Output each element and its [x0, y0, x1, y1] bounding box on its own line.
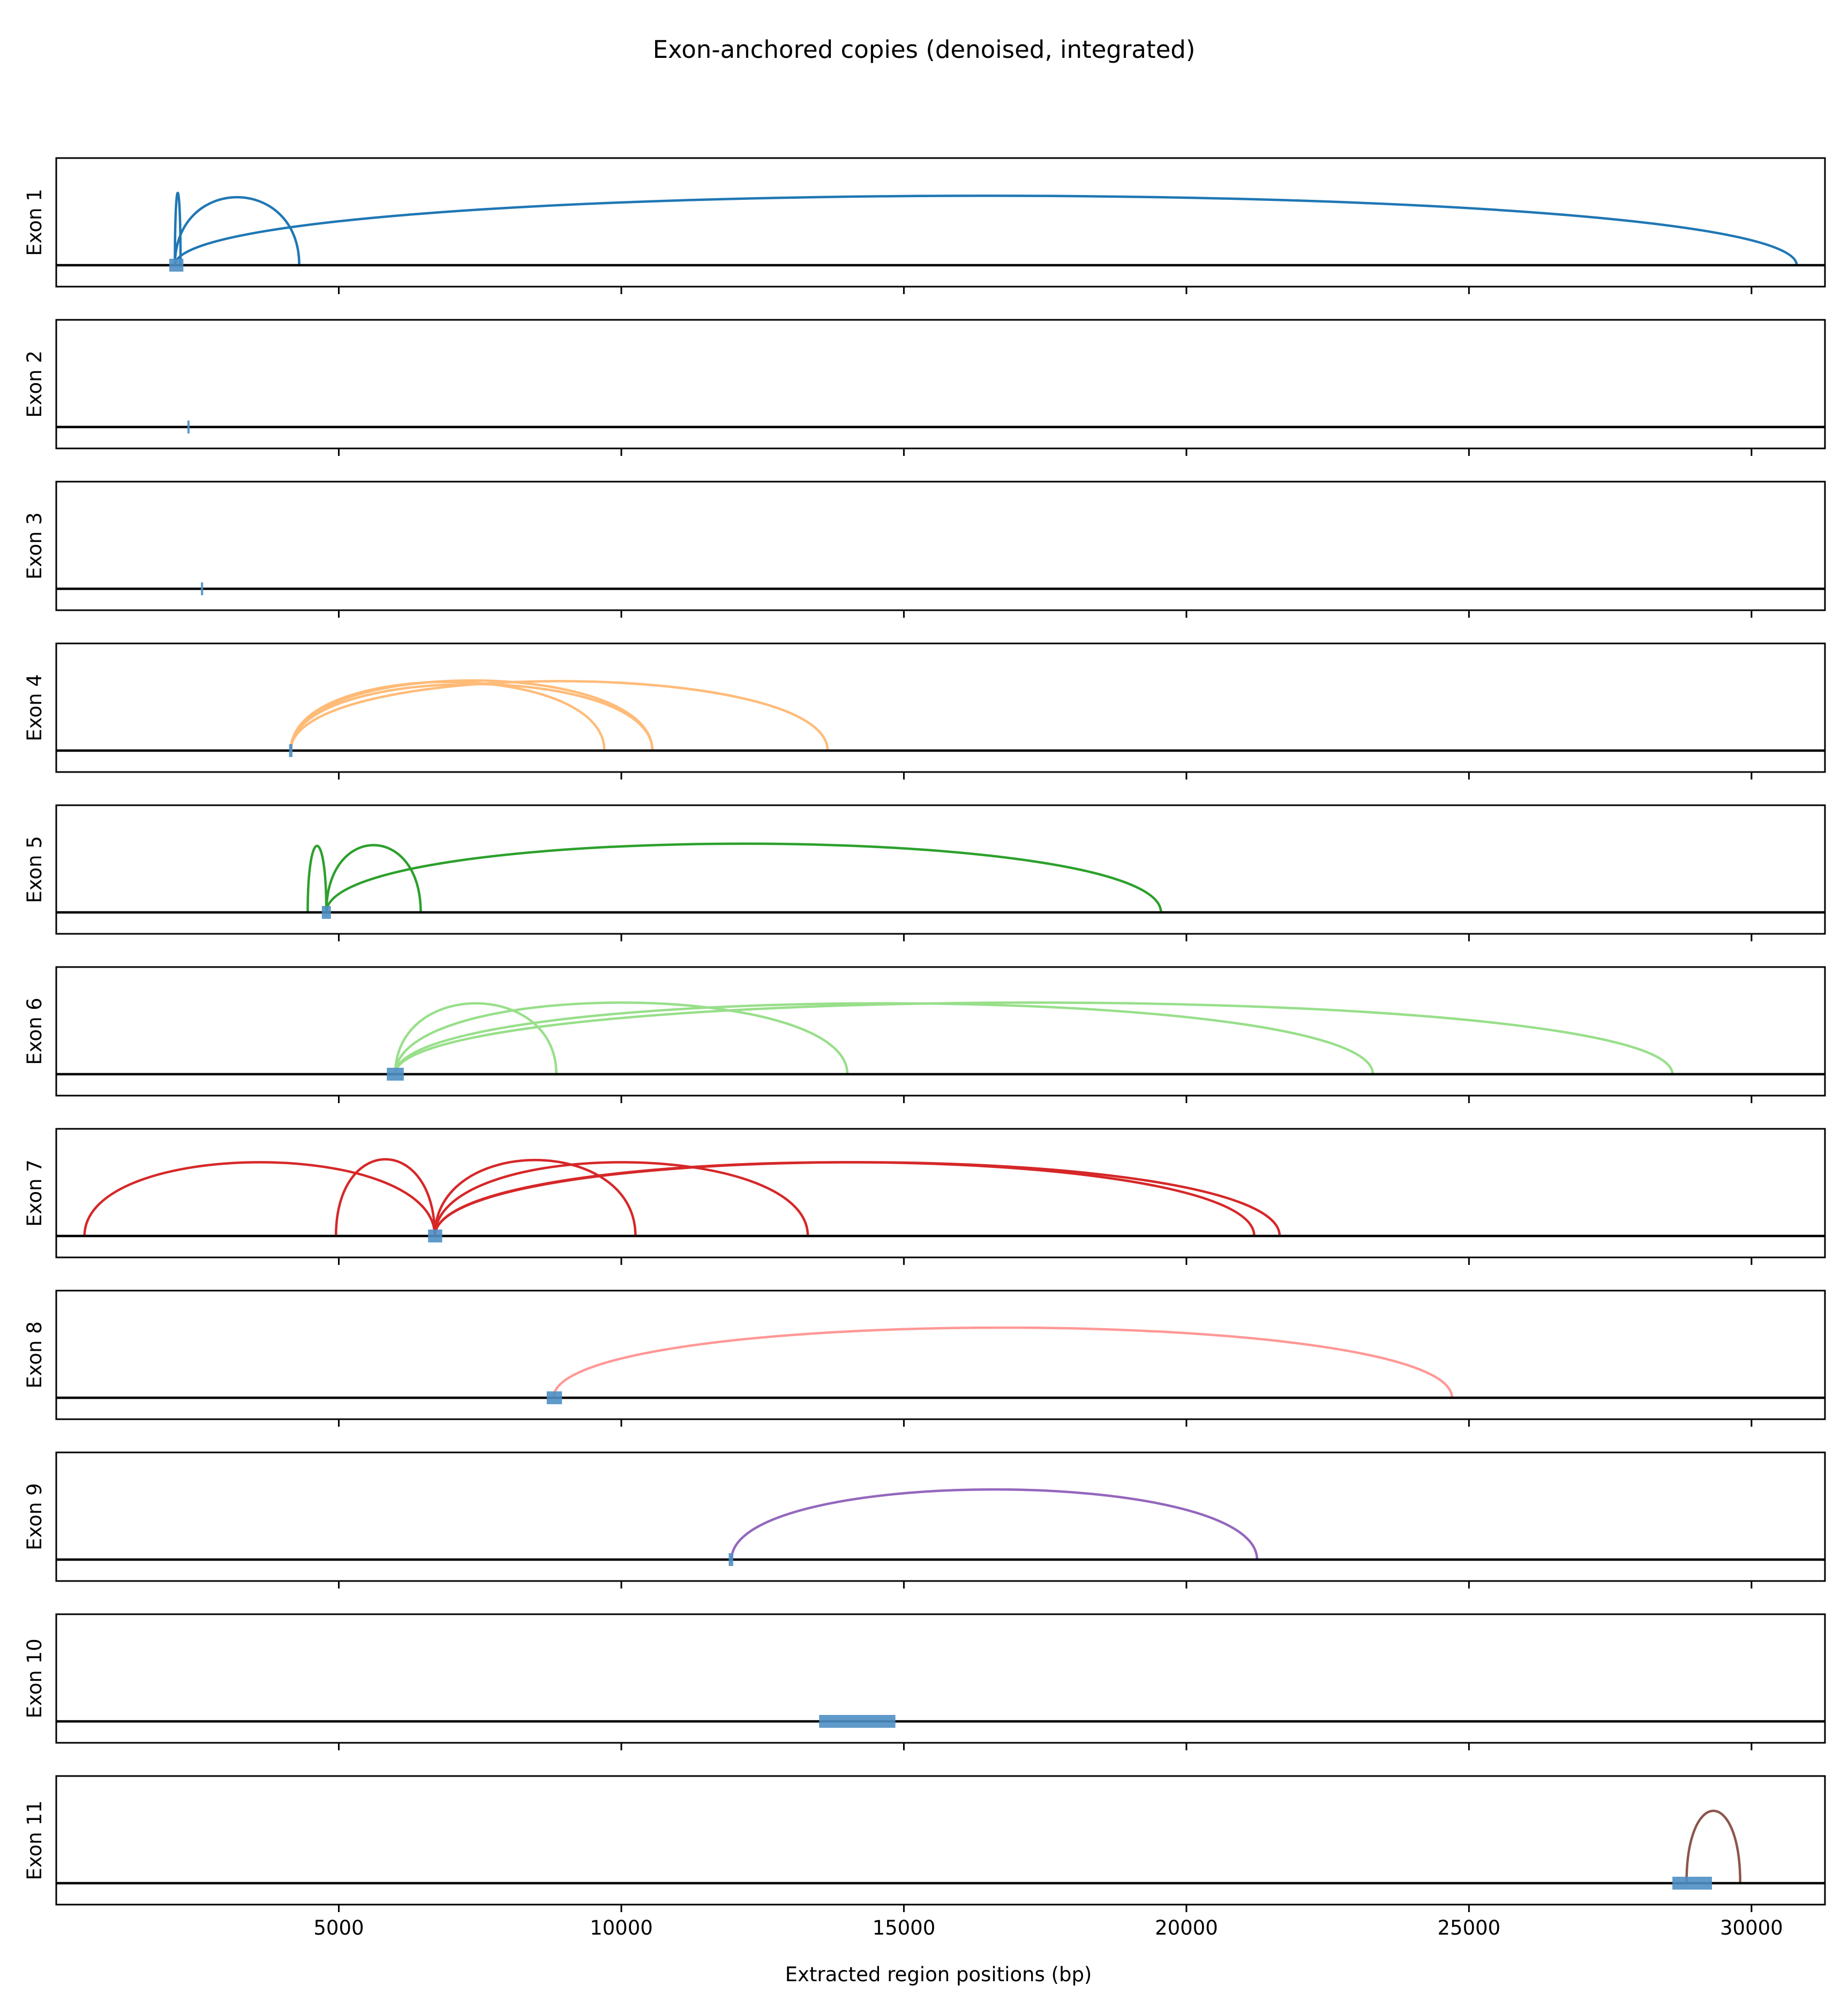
copy-arc-6-1	[394, 1002, 558, 1075]
exon-box-10	[819, 1715, 896, 1728]
copy-arc-5-3	[325, 842, 1162, 913]
copy-arc-6-4	[394, 1001, 1674, 1075]
exon-box-1	[169, 259, 184, 272]
copy-arc-7-5	[433, 1161, 1256, 1237]
copy-arc-6-3	[394, 1002, 1374, 1075]
panel-frame-4	[55, 642, 1826, 773]
panel-2: Exon 2	[23, 319, 1826, 456]
chart-title: Exon-anchored copies (denoised, integrat…	[653, 35, 1196, 64]
copy-arc-1-1	[174, 191, 182, 266]
panel-1: Exon 1	[23, 157, 1826, 294]
panels-group: Exon 1 Exon 2 Exon 3 Exon 4 Exon 5 Exon 6 Exon…	[23, 157, 1826, 1939]
y-label-exon-3: Exon 3	[23, 512, 46, 580]
copy-arc-11-1	[1685, 1809, 1742, 1884]
exon-box-8	[546, 1391, 562, 1404]
y-label-exon-1: Exon 1	[23, 189, 46, 256]
panel-frame-6	[55, 966, 1826, 1097]
y-label-exon-9: Exon 9	[23, 1483, 46, 1550]
panel-frame-10	[55, 1613, 1826, 1744]
copy-arc-4-4	[289, 683, 654, 751]
y-label-exon-4: Exon 4	[23, 674, 46, 741]
panel-frame-11	[55, 1775, 1826, 1906]
copy-arc-7-2	[334, 1158, 437, 1237]
panel-3: Exon 3	[23, 481, 1826, 618]
exon-box-3	[201, 582, 204, 595]
copy-arc-4-3	[289, 680, 829, 751]
panel-frame-1	[55, 157, 1826, 288]
copy-arc-1-2	[174, 196, 301, 266]
x-tick-label-1: 5000	[313, 1916, 364, 1939]
panel-11: Exon 11	[23, 1775, 1826, 1912]
x-tick-label-6: 30000	[1720, 1916, 1783, 1939]
y-label-exon-5: Exon 5	[23, 836, 46, 903]
x-tick-label-4: 20000	[1155, 1916, 1218, 1939]
copy-arc-7-3	[433, 1159, 637, 1237]
copy-arc-1-3	[174, 194, 1798, 266]
exon-box-6	[387, 1068, 404, 1081]
panel-4: Exon 4	[23, 642, 1826, 780]
copy-arc-7-4	[433, 1161, 809, 1237]
y-label-exon-8: Exon 8	[23, 1321, 46, 1389]
panel-frame-7	[55, 1128, 1826, 1258]
exon-box-4	[289, 744, 292, 757]
y-label-exon-6: Exon 6	[23, 998, 46, 1065]
panel-10: Exon 10	[23, 1613, 1826, 1750]
y-label-exon-11: Exon 11	[23, 1800, 46, 1880]
x-axis-label: Extracted region positions (bp)	[785, 1963, 1092, 1986]
copy-arc-5-2	[325, 844, 422, 913]
x-tick-label-3: 15000	[873, 1916, 936, 1939]
copy-arc-5-1	[306, 844, 328, 913]
panel-9: Exon 9	[23, 1451, 1826, 1589]
copy-arc-7-6	[433, 1161, 1281, 1237]
exon-box-5	[321, 906, 331, 919]
panel-frame-2	[55, 319, 1826, 449]
x-tick-label-5: 25000	[1438, 1916, 1501, 1939]
y-label-exon-2: Exon 2	[23, 350, 46, 418]
y-label-exon-10: Exon 10	[23, 1638, 46, 1718]
exon-box-11	[1672, 1877, 1712, 1890]
panel-frame-3	[55, 481, 1826, 611]
exon-box-2	[187, 421, 190, 433]
copy-arc-4-2	[289, 679, 654, 751]
panel-frame-5	[55, 804, 1826, 935]
panel-frame-8	[55, 1290, 1826, 1420]
panel-6: Exon 6	[23, 966, 1826, 1103]
exon-box-9	[728, 1553, 733, 1566]
copy-arc-8-1	[552, 1326, 1453, 1398]
x-tick-label-2: 10000	[590, 1916, 653, 1939]
copy-arc-7-1	[83, 1161, 437, 1237]
panel-7: Exon 7	[23, 1128, 1826, 1265]
panel-5: Exon 5	[23, 804, 1826, 941]
panel-8: Exon 8	[23, 1290, 1826, 1427]
copy-arc-9-1	[730, 1488, 1259, 1560]
panel-frame-9	[55, 1451, 1826, 1582]
y-label-exon-7: Exon 7	[23, 1159, 46, 1227]
exon-box-7	[428, 1230, 442, 1242]
copy-arc-6-2	[394, 1001, 849, 1075]
